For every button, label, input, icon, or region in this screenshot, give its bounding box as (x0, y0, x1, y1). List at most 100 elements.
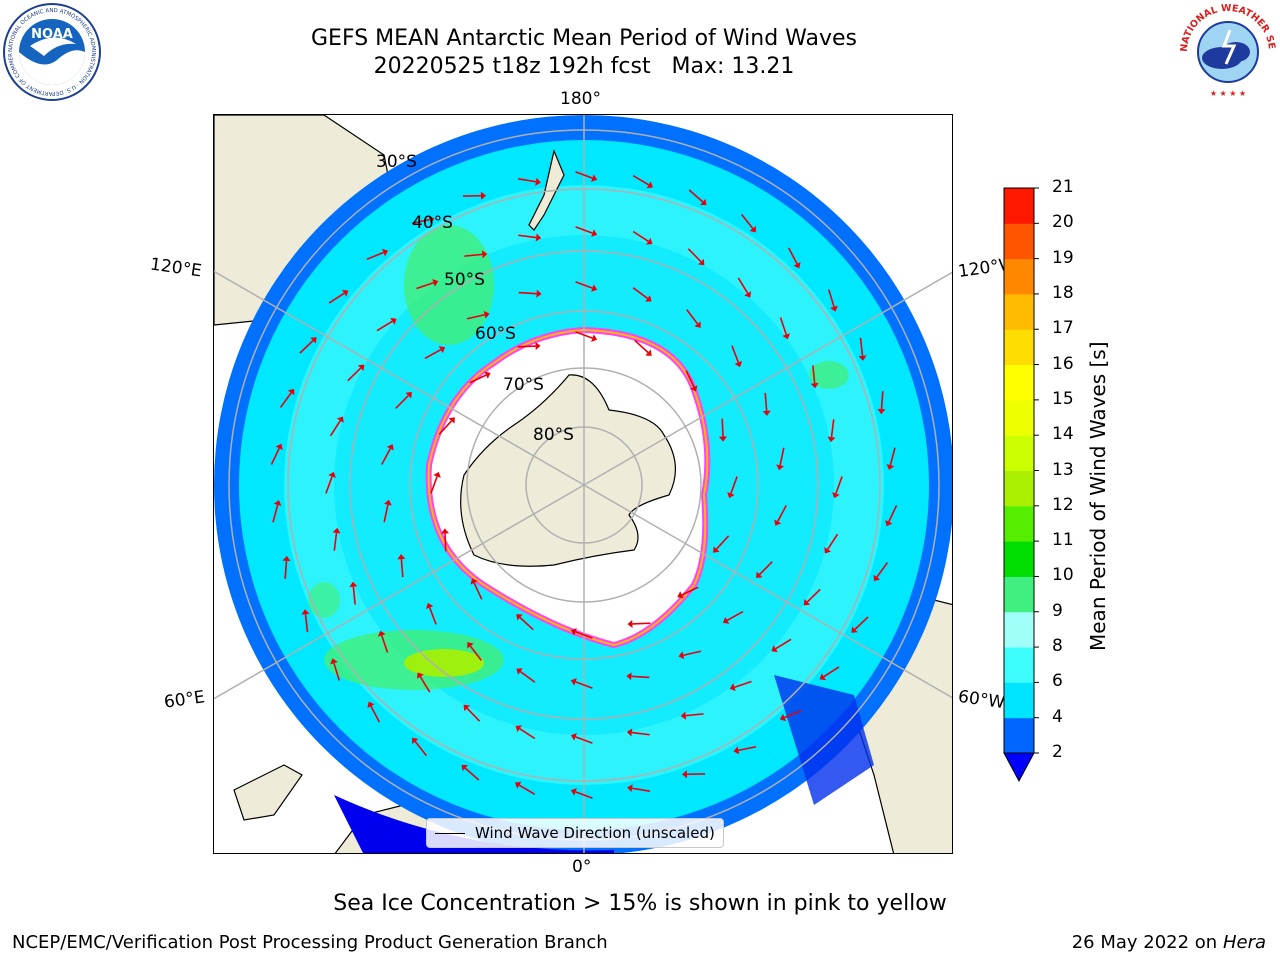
wave-direction-arrow (366, 248, 389, 261)
colorbar-segment (1004, 329, 1034, 366)
colorbar-tick-label: 4 (1052, 706, 1063, 727)
wave-direction-arrow (741, 213, 756, 233)
land-new-zealand (528, 149, 565, 231)
legend-label: Wind Wave Direction (unscaled) (475, 824, 715, 842)
wave-direction-arrow (514, 781, 536, 795)
wave-direction-arrow (325, 471, 336, 494)
wave-direction-arrow (376, 317, 397, 332)
wave-direction-arrow (395, 391, 412, 409)
colorbar-tick-label: 17 (1052, 318, 1074, 339)
wave-direction-arrow (516, 614, 534, 631)
land-antarctica (460, 374, 677, 567)
wave-direction-arrow (279, 388, 295, 408)
wave-direction-arrow (467, 642, 482, 661)
wave-direction-arrow (381, 444, 394, 465)
colorbar-segment (1004, 470, 1034, 507)
wave-direction-arrow (411, 215, 435, 225)
wave-direction-arrow (819, 666, 840, 681)
wave-direction-arrow (634, 339, 652, 356)
colorbar-segment (1004, 188, 1034, 224)
wave-direction-arrow (349, 581, 358, 605)
wave-direction-arrow (731, 345, 743, 368)
machine-name: Hera (1222, 932, 1266, 953)
wave-direction-arrow (851, 616, 869, 633)
colorbar-tick-label: 8 (1052, 636, 1063, 657)
wave-direction-arrow (722, 610, 744, 624)
svg-text:★ ★ ★ ★: ★ ★ ★ ★ (1210, 89, 1246, 98)
wave-direction-arrow (270, 443, 283, 465)
wave-direction-arrow (756, 561, 773, 579)
credit-text: NCEP/EMC/Verification Post Processing Pr… (12, 932, 608, 953)
wave-direction-arrow (771, 638, 792, 653)
wave-direction-arrow (301, 609, 310, 633)
colorbar-segment (1004, 364, 1034, 401)
lat-label-70s: 70°S (503, 375, 544, 395)
wave-direction-arrow (570, 628, 593, 639)
colorbar-tick-label: 6 (1052, 671, 1063, 692)
lon-label-0: 0° (572, 857, 592, 877)
wave-direction-arrow (516, 668, 536, 683)
wave-direction-arrow (873, 562, 889, 582)
wave-direction-arrow (713, 535, 730, 553)
wave-direction-arrow (463, 191, 487, 200)
colorbar-tick-label: 12 (1052, 494, 1074, 515)
wave-direction-arrow (575, 171, 598, 182)
wave-direction-arrow (885, 505, 898, 527)
wave-direction-arrow (832, 476, 843, 499)
wave-direction-arrow (282, 555, 291, 579)
lat-label-80s: 80°S (533, 425, 574, 445)
polar-map (214, 115, 952, 853)
wave-direction-arrow (776, 447, 785, 471)
wave-direction-arrow (774, 505, 787, 526)
land-madagascar (233, 764, 303, 821)
wave-direction-arrow (729, 680, 752, 692)
wave-direction-arrow (425, 602, 437, 625)
colorbar-segment (1004, 647, 1034, 683)
colorbar (996, 180, 1086, 790)
colorbar-segment (1004, 541, 1034, 577)
wave-direction-arrow (463, 704, 481, 722)
wave-direction-arrow (518, 233, 542, 242)
colorbar-tick-label: 20 (1052, 212, 1074, 233)
wave-direction-arrow (272, 500, 282, 523)
wave-direction-arrow (424, 346, 446, 360)
wave-direction-arrow (626, 672, 650, 681)
wave-direction-arrow (570, 733, 593, 744)
wave-direction-arrow (678, 650, 702, 660)
nws-logo: NATIONAL WEATHER SERVICE ★ ★ ★ ★ (1174, 0, 1278, 102)
wave-direction-arrow (330, 658, 341, 681)
colorbar-segment (1004, 399, 1034, 436)
colorbar-segment (1004, 717, 1034, 754)
map-legend: Wind Wave Direction (unscaled) (426, 818, 724, 848)
noaa-logo: NATIONAL OCEANIC AND ATMOSPHERIC ADMINIS… (0, 0, 102, 102)
map-subtitle: 20220525 t18z 192h fcst Max: 13.21 (373, 54, 795, 79)
colorbar-tick-label: 14 (1052, 424, 1074, 445)
map-panel (213, 114, 953, 854)
wave-direction-arrow (412, 737, 427, 757)
lat-label-30s: 30°S (376, 152, 417, 172)
wave-direction-arrow (737, 277, 752, 298)
wave-direction-arrow (367, 701, 381, 723)
lat-label-50s: 50°S (444, 270, 485, 290)
wave-direction-arrow (575, 281, 598, 292)
meridian-line (583, 484, 952, 699)
wave-direction-arrow (688, 189, 707, 206)
meridian-line (583, 271, 952, 486)
wave-direction-arrow (632, 230, 653, 245)
colorbar-tick-label: 9 (1052, 600, 1063, 621)
wave-direction-arrow (779, 317, 791, 340)
wave-direction-arrow (517, 342, 541, 351)
wave-direction-arrow (299, 337, 317, 354)
wave-direction-arrow (762, 392, 771, 416)
colorbar-segment (1004, 576, 1034, 613)
colorbar-tick-label: 16 (1052, 353, 1074, 374)
wave-direction-arrow (733, 745, 757, 755)
wave-direction-arrow (575, 226, 598, 237)
colorbar-segment (1004, 435, 1034, 471)
wave-direction-arrow (430, 471, 441, 494)
wave-direction-arrow (681, 770, 705, 779)
wave-direction-arrow (464, 250, 488, 259)
lon-label-180: 180° (560, 89, 601, 109)
wave-direction-arrow (685, 370, 698, 392)
sea-ice-note: Sea Ice Concentration > 15% is shown in … (333, 891, 947, 916)
